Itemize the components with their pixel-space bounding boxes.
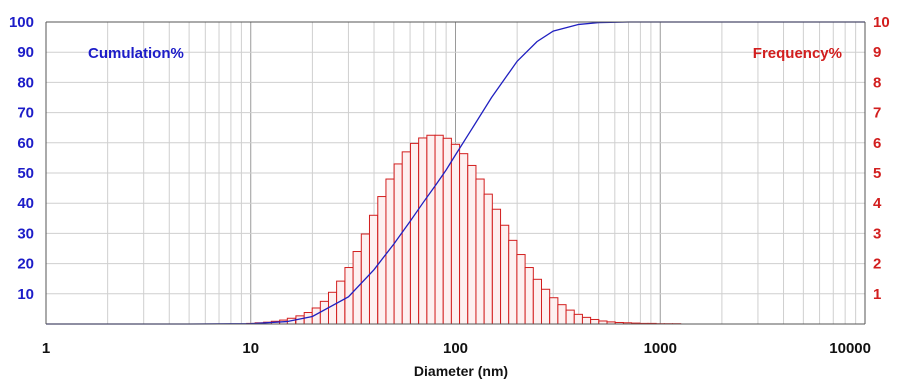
left-tick-label: 70 <box>17 105 34 122</box>
right-tick-label: 1 <box>873 286 881 303</box>
frequency-bar <box>524 267 534 325</box>
right-tick-label: 9 <box>873 44 881 61</box>
right-tick-label: 2 <box>873 256 881 273</box>
frequency-bars <box>246 134 682 325</box>
frequency-bar <box>409 142 420 325</box>
right-tick-label: 5 <box>873 165 881 182</box>
left-tick-label: 80 <box>17 74 34 91</box>
left-tick-label: 30 <box>17 225 34 242</box>
frequency-bar <box>459 153 469 325</box>
right-axis-ticks: 1 2 3 4 5 6 7 8 9 10 <box>873 14 890 303</box>
frequency-bar <box>532 278 542 325</box>
frequency-bar <box>385 178 395 325</box>
right-tick-label: 4 <box>873 195 882 212</box>
frequency-bar <box>319 300 330 325</box>
left-tick-label: 60 <box>17 135 34 152</box>
frequency-bar <box>516 254 526 325</box>
x-tick-label: 10 <box>242 340 259 357</box>
frequency-bar <box>590 318 600 325</box>
frequency-bar <box>549 297 559 325</box>
frequency-bar <box>475 178 485 325</box>
frequency-bar <box>401 151 411 325</box>
frequency-bar <box>557 304 567 325</box>
x-tick-label: 1000 <box>644 340 677 357</box>
right-tick-label: 10 <box>873 14 890 31</box>
cumulation-line <box>46 21 865 325</box>
x-axis-title: Diameter (nm) <box>414 363 508 379</box>
left-tick-label: 100 <box>9 14 34 31</box>
frequency-bar <box>565 309 575 325</box>
left-tick-label: 40 <box>17 195 34 212</box>
right-tick-label: 3 <box>873 225 881 242</box>
x-tick-label: 1 <box>42 340 50 357</box>
frequency-bar <box>573 313 583 325</box>
frequency-bar <box>426 134 436 325</box>
frequency-bar <box>450 143 461 325</box>
frequency-bar <box>442 137 452 325</box>
x-axis-ticks: 1 10 100 1000 10000 <box>42 340 871 357</box>
frequency-bar <box>393 163 403 325</box>
frequency-bar <box>483 193 493 325</box>
left-tick-label: 20 <box>17 256 34 273</box>
left-axis-ticks: 10 20 30 40 50 60 70 80 90 100 <box>9 14 34 303</box>
frequency-bar <box>508 239 518 325</box>
right-tick-label: 6 <box>873 135 881 152</box>
frequency-bar <box>491 208 502 325</box>
right-axis-title: Frequency% <box>753 45 842 62</box>
frequency-bar <box>418 137 428 325</box>
left-tick-label: 10 <box>17 286 34 303</box>
right-tick-label: 8 <box>873 74 881 91</box>
left-tick-label: 90 <box>17 44 34 61</box>
frequency-bar <box>467 164 477 325</box>
frequency-bar <box>540 288 551 325</box>
frequency-bar <box>581 316 592 325</box>
frequency-bar <box>500 224 510 325</box>
x-tick-label: 10000 <box>829 340 871 357</box>
x-tick-label: 100 <box>443 340 468 357</box>
plot-frame <box>45 21 866 325</box>
frequency-bar <box>434 134 444 325</box>
left-axis-title: Cumulation% <box>88 45 184 62</box>
cumulation-curve <box>46 21 865 325</box>
frequency-bar <box>327 291 338 325</box>
left-tick-label: 50 <box>17 165 34 182</box>
right-tick-label: 7 <box>873 105 881 122</box>
